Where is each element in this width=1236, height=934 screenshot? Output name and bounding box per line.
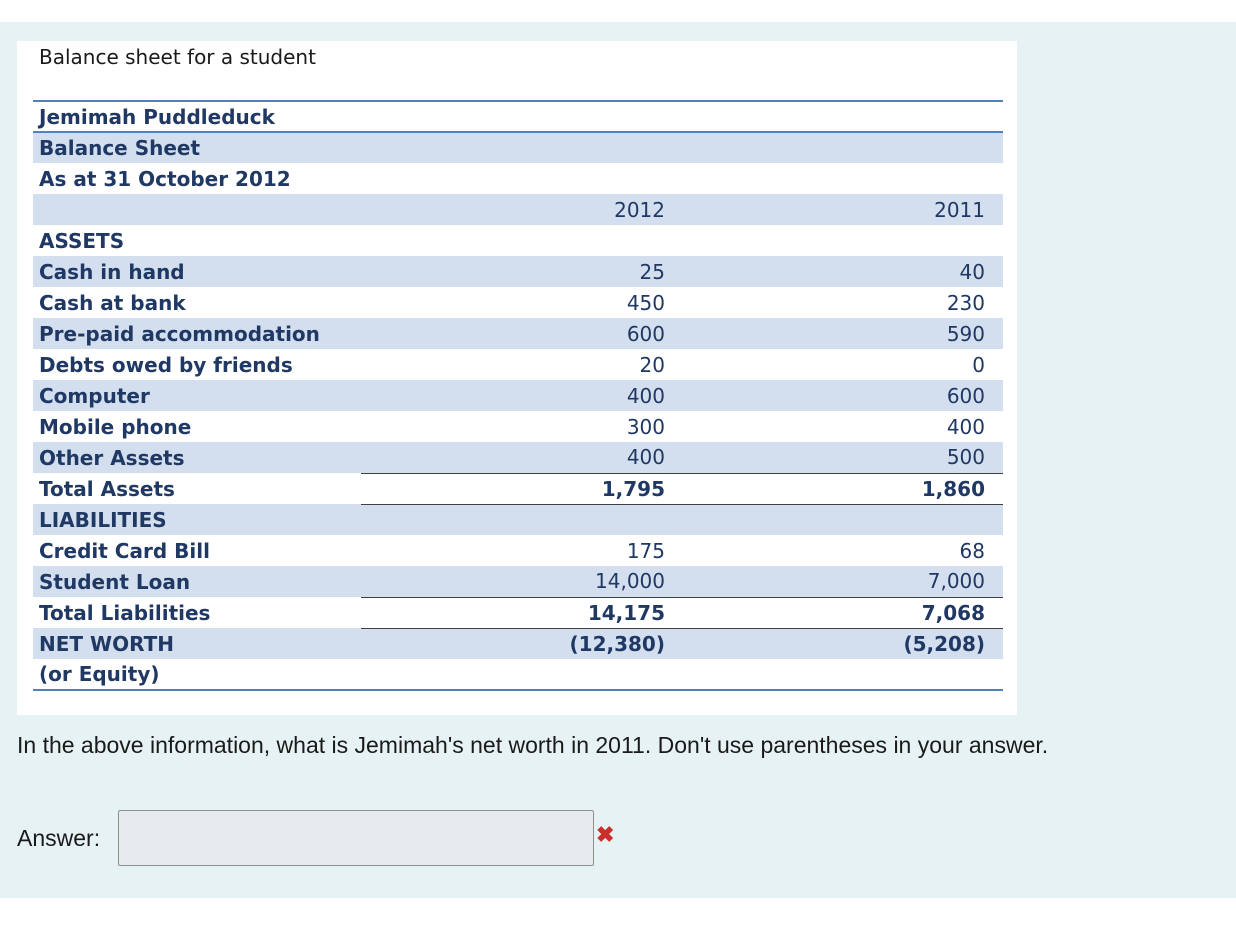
table-row: Mobile phone 300 400 bbox=[33, 411, 1003, 442]
row-year-header: 2012 2011 bbox=[33, 194, 1003, 225]
table-row: Cash at bank 450 230 bbox=[33, 287, 1003, 318]
value-2011: 230 bbox=[946, 290, 985, 315]
row-total-assets: Total Assets 1,795 1,860 bbox=[33, 473, 1003, 505]
value-2012: 300 bbox=[626, 414, 665, 439]
net-worth-2012: (12,380) bbox=[361, 628, 685, 659]
row-label: Pre-paid accommodation bbox=[33, 318, 361, 349]
value-2011: 600 bbox=[685, 380, 1003, 411]
table-row: Pre-paid accommodation 600 590 bbox=[33, 318, 1003, 349]
value-2011: 40 bbox=[685, 256, 1003, 287]
row-liabilities-header: LIABILITIES bbox=[33, 504, 1003, 535]
row-label: Other Assets bbox=[33, 442, 361, 473]
row-label: Credit Card Bill bbox=[39, 538, 210, 563]
value-2011: 400 bbox=[946, 414, 985, 439]
total-liabilities-2011: 7,068 bbox=[685, 597, 1003, 629]
value-2011: 68 bbox=[959, 538, 985, 563]
value-2012: 450 bbox=[626, 290, 665, 315]
table-row: Credit Card Bill 175 68 bbox=[33, 535, 1003, 566]
cross-icon: ✖ bbox=[596, 822, 615, 847]
value-2012: 600 bbox=[361, 318, 685, 349]
row-title: Balance Sheet bbox=[33, 131, 1003, 163]
value-2011: 500 bbox=[685, 442, 1003, 474]
net-worth-2011: (5,208) bbox=[685, 628, 1003, 659]
net-worth-label: NET WORTH bbox=[33, 628, 361, 659]
table-row: Other Assets 400 500 bbox=[33, 442, 1003, 474]
table-row: Computer 400 600 bbox=[33, 380, 1003, 411]
value-2011: 590 bbox=[685, 318, 1003, 349]
row-label: Mobile phone bbox=[39, 414, 192, 439]
row-net-worth: NET WORTH (12,380) (5,208) bbox=[33, 628, 1003, 659]
year-header-2011: 2011 bbox=[685, 194, 1003, 225]
row-label: Cash at bank bbox=[39, 290, 186, 315]
value-2012: 14,000 bbox=[361, 566, 685, 598]
table-row: Student Loan 14,000 7,000 bbox=[33, 566, 1003, 598]
total-liabilities-2012: 14,175 bbox=[361, 597, 685, 629]
liabilities-header: LIABILITIES bbox=[33, 504, 361, 535]
balance-sheet-image: Balance sheet for a student Jemimah Pudd… bbox=[17, 41, 1017, 715]
equity-note: (or Equity) bbox=[33, 659, 361, 691]
value-2012: 175 bbox=[626, 538, 665, 563]
total-assets-2012: 1,795 bbox=[361, 473, 685, 505]
balance-sheet-table: Jemimah Puddleduck Balance Sheet As at 3… bbox=[33, 100, 1003, 691]
row-label: Cash in hand bbox=[33, 256, 361, 287]
assets-header: ASSETS bbox=[39, 228, 125, 253]
owner-name: Jemimah Puddleduck bbox=[33, 100, 361, 132]
value-2011: 0 bbox=[972, 352, 985, 377]
row-label: Student Loan bbox=[33, 566, 361, 597]
row-equity-note: (or Equity) bbox=[33, 659, 1003, 691]
row-label: Debts owed by friends bbox=[39, 352, 293, 377]
table-row: Cash in hand 25 40 bbox=[33, 256, 1003, 287]
value-2011: 7,000 bbox=[685, 566, 1003, 598]
value-2012: 25 bbox=[361, 256, 685, 287]
row-date: As at 31 October 2012 bbox=[33, 163, 1003, 194]
sheet-title: Balance Sheet bbox=[33, 131, 361, 163]
total-liabilities-label: Total Liabilities bbox=[39, 600, 211, 625]
question-text: In the above information, what is Jemima… bbox=[17, 732, 1049, 758]
row-total-liabilities: Total Liabilities 14,175 7,068 bbox=[33, 597, 1003, 629]
year-header-2012: 2012 bbox=[361, 194, 685, 225]
value-2012: 400 bbox=[361, 442, 685, 474]
row-name: Jemimah Puddleduck bbox=[33, 100, 1003, 132]
answer-label: Answer: bbox=[17, 825, 101, 851]
sheet-caption: Balance sheet for a student bbox=[39, 45, 316, 69]
value-2012: 400 bbox=[361, 380, 685, 411]
row-label: Computer bbox=[33, 380, 361, 411]
table-row: Debts owed by friends 20 0 bbox=[33, 349, 1003, 380]
sheet-date: As at 31 October 2012 bbox=[39, 166, 291, 191]
value-2012: 20 bbox=[639, 352, 665, 377]
total-assets-label: Total Assets bbox=[39, 476, 175, 501]
total-assets-2011: 1,860 bbox=[685, 473, 1003, 505]
row-assets-header: ASSETS bbox=[33, 225, 1003, 256]
answer-input[interactable] bbox=[118, 810, 594, 866]
question-panel: Balance sheet for a student Jemimah Pudd… bbox=[0, 22, 1236, 898]
